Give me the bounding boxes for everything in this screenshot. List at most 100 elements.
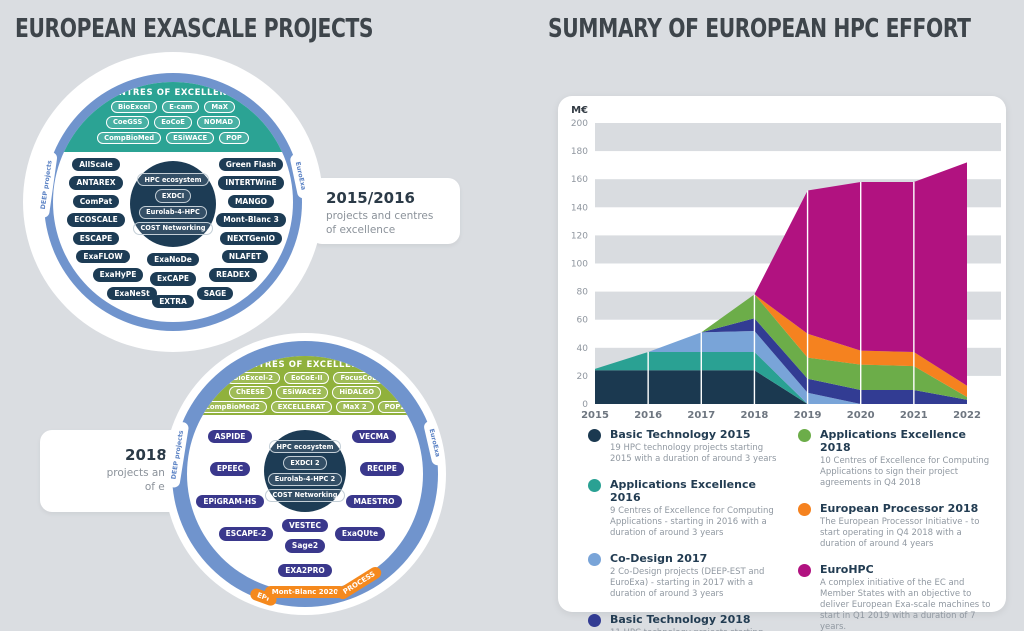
y-axis-tick-label: 200 [571, 119, 588, 129]
grid-band [595, 123, 1001, 152]
project-pill: ExaNeSt [107, 286, 157, 300]
legend-item: EuroHPC A complex initiative of the EC a… [798, 563, 996, 631]
coe-row: BioExcel-2 EoCoE-II FocusCoE [226, 372, 384, 385]
y-axis-tick-label: 60 [577, 316, 589, 326]
project-pill: INTERTWinE [218, 176, 284, 190]
legend-title: Basic Technology 2018 [610, 613, 751, 627]
coe-row: BioExcel E-cam MaX [111, 101, 235, 114]
legend-color-dot [588, 614, 601, 628]
x-axis-tick-label: 2015 [581, 410, 609, 421]
circle-inner-disc: CENTRES OF EXCELLENCE BioExcel E-cam MaX C… [53, 82, 293, 322]
legend-title: Co-Design 2017 [610, 552, 708, 566]
y-axis-tick-label: 0 [582, 400, 588, 410]
legend-column-right: Applications Excellence 2018 10 Centres … [798, 428, 996, 631]
project-column-left: ASPIDE EPEEC EPiGRAM-HS ESCAPE-2 [187, 430, 274, 541]
area-basic-technology-2015 [595, 370, 967, 404]
coe-project-pill: EoCoE [154, 116, 192, 129]
coe-row: CompBioMed ESiWACE POP [97, 131, 249, 145]
project-pill: MANGO [227, 194, 275, 209]
x-axis-tick-label: 2019 [794, 410, 822, 421]
legend-item: European Processor 2018 The European Pro… [798, 502, 996, 550]
legend-description: 2 Co-Design projects (DEEP-EST and EuroE… [610, 567, 765, 600]
area-european-processor-2018 [595, 294, 967, 397]
coe-project-pill: BioExcel [111, 101, 158, 114]
hub-pill: Eurolab-4-HPC [139, 205, 207, 219]
legend-color-dot [588, 553, 601, 567]
legend-title: European Processor 2018 [820, 502, 979, 516]
x-axis-tick-label: 2021 [900, 410, 928, 421]
area-basic-technology-2018 [595, 318, 967, 404]
legend-description: 9 Centres of Excellence for Computing Ap… [610, 506, 774, 539]
summary-chart-card: 0 20 40 60 80 100 120 140 160 180 200 M€ 2015 2016 201… [558, 96, 1006, 631]
project-pill: ExaHyPE [92, 268, 144, 282]
project-pill: NEXTGenIO [219, 231, 283, 245]
hub-pill: Eurolab-4-HPC 2 [267, 472, 343, 486]
coe-project-pill: HiDALGO [332, 386, 381, 399]
legend-title: Applications Excellence 2016 [610, 478, 756, 505]
project-pill: MAESTRO [346, 494, 402, 509]
y-axis-tick-label: 80 [577, 288, 589, 298]
project-pill: ESCAPE-2 [218, 527, 274, 541]
hub-pill: EXDCI 2 [283, 456, 327, 470]
x-axis-tick-label: 2017 [687, 410, 715, 421]
coe-row: ChEESE ESiWACE2 HiDALGO [229, 386, 381, 399]
project-pill: ExaQUte [334, 527, 386, 541]
legend-column-left: Basic Technology 2015 19 HPC technology … [588, 428, 784, 631]
project-pill: Sage2 [284, 539, 326, 553]
x-axis-tick-label: 2020 [847, 410, 875, 421]
project-pill: ExaFLOW [76, 249, 130, 264]
coe-project-pill: ESiWACE2 [275, 386, 329, 399]
project-pill: ComPat [72, 194, 120, 209]
project-pill: EXTRA [152, 294, 194, 309]
project-pill: VESTEC [281, 519, 329, 533]
project-column-right: Green Flash INTERTWinE MANGO Mont-Blanc 3 NE… [196, 158, 293, 300]
project-column-center: HPC ecosystem EXDCI Eurolab-4-HPC COST Netw… [130, 161, 216, 309]
label-box-2015-2016: 2015/2016 projects and centres of excell… [310, 178, 460, 244]
project-column-left: AllScale ANTAREX ComPat ECOSCALE ESCAPE ExaFL… [53, 158, 157, 300]
project-column-center: HPC ecosystem EXDCI 2 Eurolab-4-HPC 2 COST … [260, 430, 350, 578]
legend-item: Basic Technology 2015 19 HPC technology … [588, 428, 784, 465]
coe-project-pill: MaX 2 [335, 400, 374, 414]
project-pill: ExCAPE [150, 272, 196, 286]
coe-header: CENTRES OF EXCELLENCE [105, 88, 241, 98]
coe-project-pill: EoCoE-II [283, 372, 330, 385]
legend-title: EuroHPC [820, 563, 874, 577]
y-axis-tick-label: 140 [571, 203, 588, 213]
coe-project-pill: MaX [204, 101, 235, 114]
label-text: of excellence [326, 223, 396, 236]
x-axis-tick-label: 2016 [634, 410, 662, 421]
coe-project-pill: CoeGSS [105, 116, 150, 129]
hub-pill: HPC ecosystem [269, 440, 341, 454]
legend-item: Co-Design 2017 2 Co-Design projects (DEE… [588, 552, 784, 600]
project-pill: EPiGRAM-HS [196, 494, 264, 509]
project-pill: VECMA [352, 430, 396, 444]
project-pill: RECIPE [360, 462, 404, 476]
project-pill: EXA2PRO [278, 563, 332, 578]
project-pill-mont-blanc-2020: Mont-Blanc 2020 [264, 586, 346, 598]
coe-row: CompBioMed2 EXCELLERAT MaX 2 POP2 [197, 400, 413, 414]
hub-pill: COST Networking [265, 488, 345, 502]
coe-project-pill: NOMAD [196, 116, 241, 129]
hpc-ecosystem-hub: HPC ecosystem EXDCI Eurolab-4-HPC COST Netw… [130, 161, 216, 247]
project-pill: Mont-Blanc 3 [216, 213, 286, 227]
legend-item: Applications Excellence 2016 9 Centres o… [588, 478, 784, 539]
project-pill: ANTAREX [69, 176, 123, 190]
project-pill: Green Flash [218, 158, 284, 172]
project-pill: NLAFET [221, 249, 269, 264]
legend-color-dot [798, 429, 811, 442]
legend-color-dot [798, 564, 811, 578]
area-applications-excellence-2018 [595, 294, 967, 400]
legend-item: Applications Excellence 2018 10 Centres … [798, 428, 996, 489]
y-axis-unit-label: M€ [571, 105, 588, 116]
project-pill: READEX [209, 268, 257, 282]
area-eurohpc [595, 162, 967, 386]
circle-inner-disc: CENTRES OF EXCELLENCE BioExcel-2 EoCoE-II… [187, 356, 423, 592]
legend-color-dot [588, 479, 601, 493]
hub-pill: HPC ecosystem [137, 173, 209, 187]
hpc-ecosystem-hub: HPC ecosystem EXDCI 2 Eurolab-4-HPC 2 COST … [264, 430, 346, 512]
projects-area: AllScale ANTAREX ComPat ECOSCALE ESCAPE ExaFL… [53, 152, 293, 322]
legend-item: Basic Technology 2018 11 HPC technology … [588, 613, 784, 631]
y-axis-tick-label: 40 [577, 344, 589, 354]
left-panel-title: EUROPEAN EXASCALE PROJECTS [15, 14, 374, 44]
